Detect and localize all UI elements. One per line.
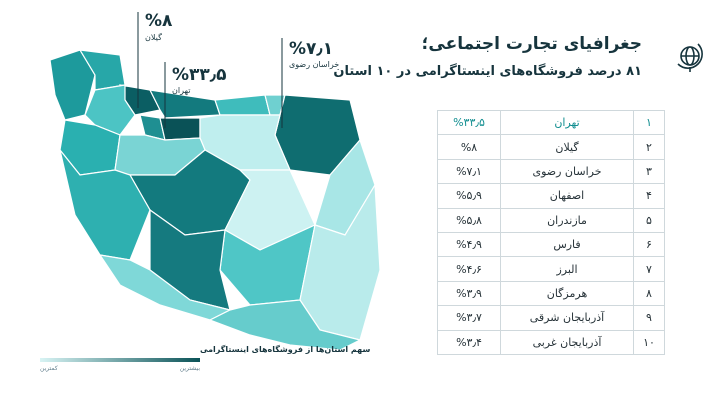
- callout-label: تهران: [172, 86, 190, 95]
- rank-cell: ۲: [633, 134, 665, 160]
- table-row: %۴٫۶ البرز ۷: [437, 256, 665, 282]
- province-cell: آذربایجان شرقی: [500, 305, 634, 331]
- value-cell: %۳٫۹: [437, 280, 501, 307]
- table-row: %۴٫۹ فارس ۶: [437, 231, 665, 258]
- legend-gradient: [40, 358, 200, 362]
- callout-lines: [137, 12, 283, 128]
- province-cell: فارس: [500, 231, 634, 258]
- value-cell: %۸: [437, 134, 501, 160]
- province-cell: تهران: [500, 109, 634, 136]
- value-cell: %۳٫۷: [437, 305, 501, 331]
- subtitle: ۸۱ درصد فروشگاه‌های اینستاگرامی در ۱۰ اس…: [333, 64, 642, 79]
- rank-cell: ۹: [633, 305, 665, 331]
- callout-value: %۷٫۱: [289, 39, 333, 59]
- callout-label: گیلان: [145, 32, 162, 42]
- table-row: %۳٫۴ آذربایجان غربی ۱۰: [437, 329, 665, 355]
- rank-cell: ۶: [633, 231, 665, 258]
- value-cell: %۷٫۱: [437, 158, 501, 185]
- table-row: %۸ گیلان ۲: [437, 134, 665, 160]
- legend-max: بیشترین: [180, 365, 201, 372]
- province-cell: آذربایجان غربی: [500, 329, 634, 355]
- callouts: %۸ گیلان %۳۳٫۵ تهران %۷٫۱ خراسان رضوی: [145, 11, 339, 95]
- callout-value: %۳۳٫۵: [172, 65, 227, 85]
- legend-min: کمترین: [40, 365, 58, 372]
- legend-title: سهم استان‌ها از فروشگاه‌های اینستاگرامی: [200, 344, 370, 354]
- table-row: %۷٫۱ خراسان رضوی ۳: [437, 158, 665, 185]
- callout-value: %۸: [145, 11, 173, 31]
- value-cell: %۴٫۶: [437, 256, 501, 282]
- province-cell: مازندران: [500, 207, 634, 233]
- table-row: %۵٫۸ مازندران ۵: [437, 207, 665, 233]
- value-cell: %۳٫۴: [437, 329, 501, 355]
- province-cell: گیلان: [500, 134, 634, 160]
- rank-cell: ۱۰: [633, 329, 665, 355]
- rank-cell: ۷: [633, 256, 665, 282]
- rank-cell: ۵: [633, 207, 665, 233]
- provinces: [49, 49, 381, 351]
- rank-cell: ۳: [633, 158, 665, 185]
- table-row: %۳٫۹ هرمزگان ۸: [437, 280, 665, 307]
- table-row: %۳۳٫۵ تهران ۱: [437, 109, 665, 136]
- title: جغرافیای تجارت اجتماعی؛: [421, 34, 642, 54]
- table-row: %۳٫۷ آذربایجان شرقی ۹: [437, 305, 665, 331]
- table-row: %۵٫۹ اصفهان ۴: [437, 183, 665, 209]
- globe-icon: [677, 43, 703, 72]
- value-cell: %۳۳٫۵: [437, 109, 501, 136]
- value-cell: %۴٫۹: [437, 231, 501, 258]
- province-cell: البرز: [500, 256, 634, 282]
- ranking-table: %۳۳٫۵ تهران ۱ %۸ گیلان ۲ %۷٫۱ خراسان رضوی ۳ %۵٫۹ ا…: [437, 109, 665, 355]
- rank-cell: ۴: [633, 183, 665, 209]
- value-cell: %۵٫۸: [437, 207, 501, 233]
- rank-cell: ۱: [633, 109, 665, 136]
- province-cell: هرمزگان: [500, 280, 634, 307]
- province-cell: اصفهان: [500, 183, 634, 209]
- callout-label: خراسان رضوی: [289, 60, 339, 69]
- province-cell: خراسان رضوی: [500, 158, 634, 185]
- value-cell: %۵٫۹: [437, 183, 501, 209]
- rank-cell: ۸: [633, 280, 665, 307]
